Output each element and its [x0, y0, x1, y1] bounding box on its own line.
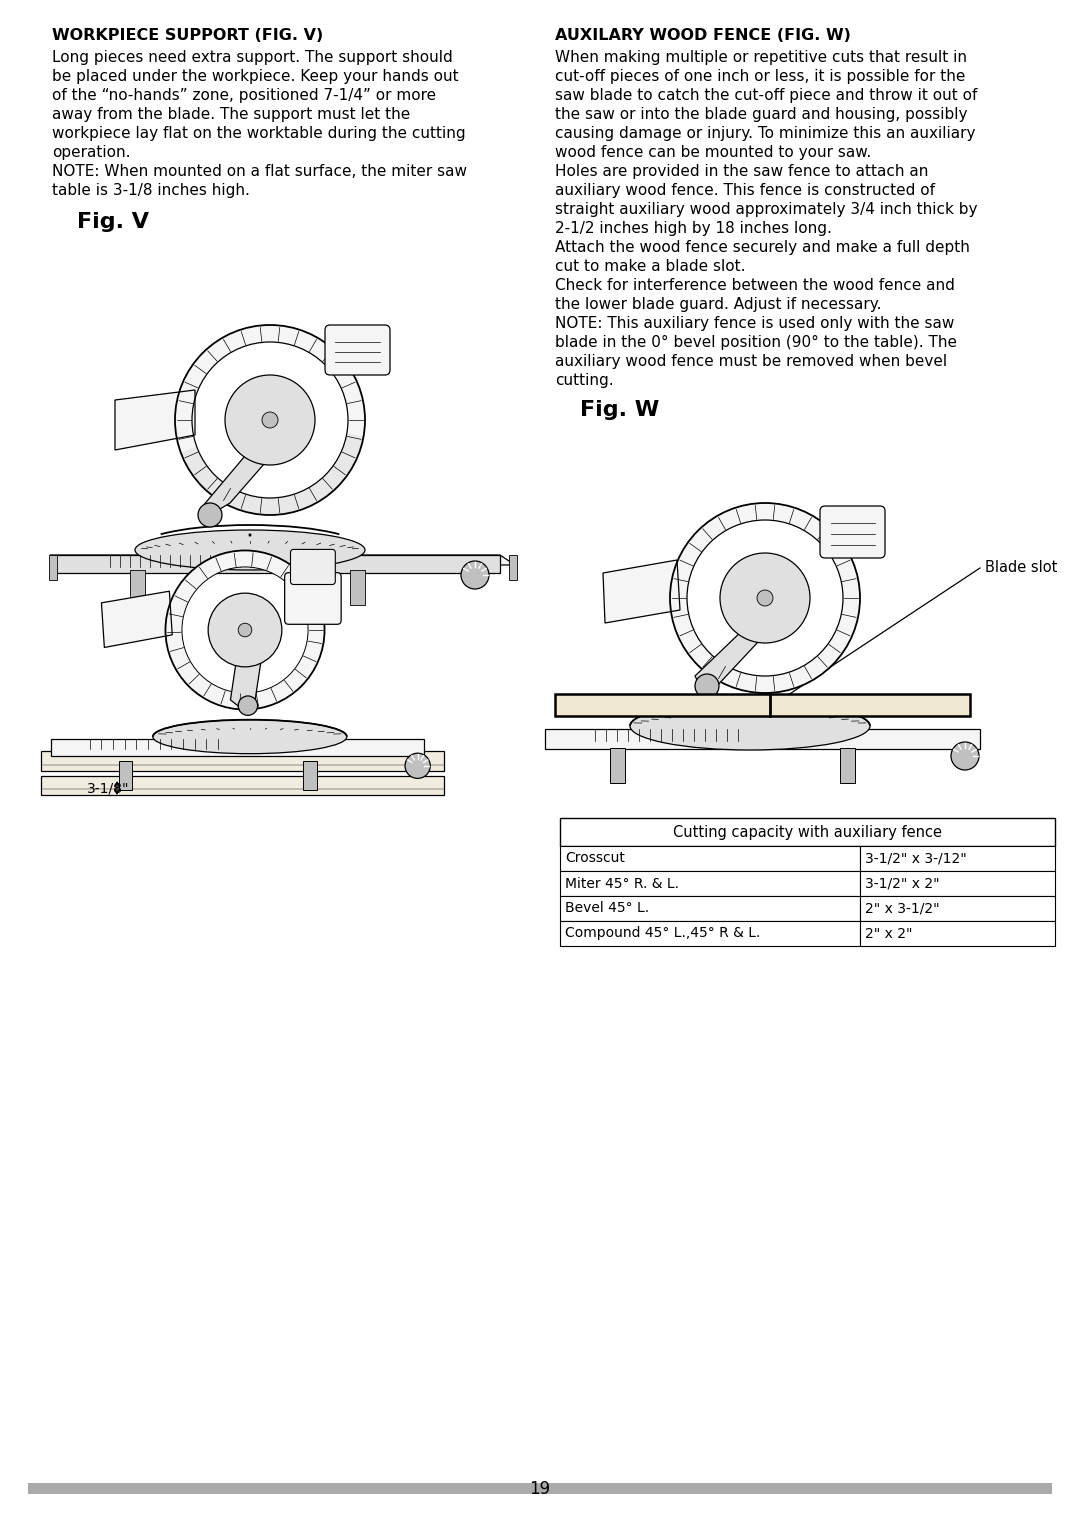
Text: be placed under the workpiece. Keep your hands out: be placed under the workpiece. Keep your…: [52, 69, 459, 84]
Bar: [561, 871, 860, 895]
Polygon shape: [696, 626, 773, 688]
Bar: [49, 555, 57, 581]
Polygon shape: [202, 448, 278, 515]
Circle shape: [262, 413, 278, 428]
Text: 3-1/2" x 3-/12": 3-1/2" x 3-/12": [865, 851, 967, 865]
Ellipse shape: [153, 720, 347, 753]
Polygon shape: [41, 752, 444, 770]
Polygon shape: [50, 555, 500, 573]
Polygon shape: [114, 390, 195, 451]
Bar: [561, 817, 1055, 847]
FancyBboxPatch shape: [285, 573, 341, 625]
Text: of the “no-hands” zone, positioned 7-1/4” or more: of the “no-hands” zone, positioned 7-1/4…: [52, 89, 436, 102]
Bar: [561, 895, 860, 921]
Text: Bevel 45° L.: Bevel 45° L.: [565, 902, 649, 915]
Bar: [561, 921, 860, 946]
Text: NOTE: When mounted on a flat surface, the miter saw: NOTE: When mounted on a flat surface, th…: [52, 163, 467, 179]
Bar: [509, 555, 517, 581]
Text: cut-off pieces of one inch or less, it is possible for the: cut-off pieces of one inch or less, it i…: [555, 69, 966, 84]
Bar: [119, 761, 133, 790]
Circle shape: [198, 503, 222, 527]
Bar: [28, 1484, 1052, 1494]
Text: straight auxiliary wood approximately 3/4 inch thick by: straight auxiliary wood approximately 3/…: [555, 202, 977, 217]
Text: 2" x 3-1/2": 2" x 3-1/2": [865, 902, 940, 915]
Ellipse shape: [630, 701, 870, 750]
Text: causing damage or injury. To minimize this an auxiliary: causing damage or injury. To minimize th…: [555, 125, 975, 141]
Text: Fig. W: Fig. W: [580, 400, 659, 420]
Polygon shape: [41, 776, 444, 795]
Text: wood fence can be mounted to your saw.: wood fence can be mounted to your saw.: [555, 145, 872, 160]
Text: operation.: operation.: [52, 145, 131, 160]
Wedge shape: [670, 503, 860, 694]
Text: blade in the 0° bevel position (90° to the table). The: blade in the 0° bevel position (90° to t…: [555, 335, 957, 350]
Text: 3-1/2" x 2": 3-1/2" x 2": [865, 877, 940, 891]
Text: Blade slot: Blade slot: [985, 561, 1057, 576]
Text: When making multiple or repetitive cuts that result in: When making multiple or repetitive cuts …: [555, 50, 967, 66]
Text: away from the blade. The support must let the: away from the blade. The support must le…: [52, 107, 410, 122]
Text: Long pieces need extra support. The support should: Long pieces need extra support. The supp…: [52, 50, 453, 66]
Text: Crosscut: Crosscut: [565, 851, 625, 865]
Circle shape: [757, 590, 773, 607]
Text: table is 3-1/8 inches high.: table is 3-1/8 inches high.: [52, 183, 249, 199]
Text: 3-1/8": 3-1/8": [87, 781, 130, 795]
Text: WORKPIECE SUPPORT (FIG. V): WORKPIECE SUPPORT (FIG. V): [52, 28, 323, 43]
Wedge shape: [175, 325, 365, 452]
Text: NOTE: This auxiliary fence is used only with the saw: NOTE: This auxiliary fence is used only …: [555, 316, 955, 332]
Bar: [561, 847, 860, 871]
Circle shape: [239, 623, 252, 637]
Text: auxiliary wood fence. This fence is constructed of: auxiliary wood fence. This fence is cons…: [555, 183, 935, 199]
Ellipse shape: [135, 530, 365, 570]
Wedge shape: [180, 434, 364, 515]
Text: cutting.: cutting.: [555, 373, 613, 388]
Text: saw blade to catch the cut-off piece and throw it out of: saw blade to catch the cut-off piece and…: [555, 89, 977, 102]
Circle shape: [951, 743, 978, 770]
Bar: [860, 847, 1055, 871]
Bar: [51, 738, 424, 756]
FancyBboxPatch shape: [325, 325, 390, 374]
Text: cut to make a blade slot.: cut to make a blade slot.: [555, 260, 745, 274]
Bar: [840, 749, 855, 782]
Text: AUXILARY WOOD FENCE (FIG. W): AUXILARY WOOD FENCE (FIG. W): [555, 28, 851, 43]
Bar: [860, 921, 1055, 946]
Text: Cutting capacity with auxiliary fence: Cutting capacity with auxiliary fence: [673, 825, 942, 839]
Text: Check for interference between the wood fence and: Check for interference between the wood …: [555, 278, 955, 293]
Text: Miter 45° R. & L.: Miter 45° R. & L.: [565, 877, 679, 891]
Bar: [555, 694, 970, 717]
Circle shape: [461, 561, 489, 588]
Bar: [350, 570, 365, 605]
Text: auxiliary wood fence must be removed when bevel: auxiliary wood fence must be removed whe…: [555, 354, 947, 368]
Polygon shape: [102, 591, 172, 648]
Bar: [303, 761, 316, 790]
Bar: [860, 895, 1055, 921]
Polygon shape: [50, 555, 515, 565]
Text: 2" x 2": 2" x 2": [865, 926, 913, 941]
Bar: [545, 729, 980, 749]
Text: Compound 45° L.,45° R & L.: Compound 45° L.,45° R & L.: [565, 926, 760, 941]
Text: Fig. V: Fig. V: [77, 212, 149, 232]
Text: workpiece lay flat on the worktable during the cutting: workpiece lay flat on the worktable duri…: [52, 125, 465, 141]
Circle shape: [239, 695, 258, 715]
Text: Holes are provided in the saw fence to attach an: Holes are provided in the saw fence to a…: [555, 163, 929, 179]
Text: Attach the wood fence securely and make a full depth: Attach the wood fence securely and make …: [555, 240, 970, 255]
Polygon shape: [603, 559, 680, 623]
Circle shape: [405, 753, 430, 778]
Text: the lower blade guard. Adjust if necessary.: the lower blade guard. Adjust if necessa…: [555, 296, 881, 312]
Circle shape: [720, 553, 810, 643]
Bar: [610, 749, 625, 782]
Text: 2-1/2 inches high by 18 inches long.: 2-1/2 inches high by 18 inches long.: [555, 222, 832, 235]
Bar: [860, 871, 1055, 895]
Text: 19: 19: [529, 1481, 551, 1497]
Circle shape: [225, 374, 315, 465]
Bar: [130, 570, 145, 605]
Polygon shape: [230, 651, 262, 707]
FancyBboxPatch shape: [291, 550, 335, 585]
Circle shape: [208, 593, 282, 666]
FancyBboxPatch shape: [820, 506, 885, 558]
Wedge shape: [165, 550, 324, 709]
Text: the saw or into the blade guard and housing, possibly: the saw or into the blade guard and hous…: [555, 107, 968, 122]
Circle shape: [696, 674, 719, 698]
